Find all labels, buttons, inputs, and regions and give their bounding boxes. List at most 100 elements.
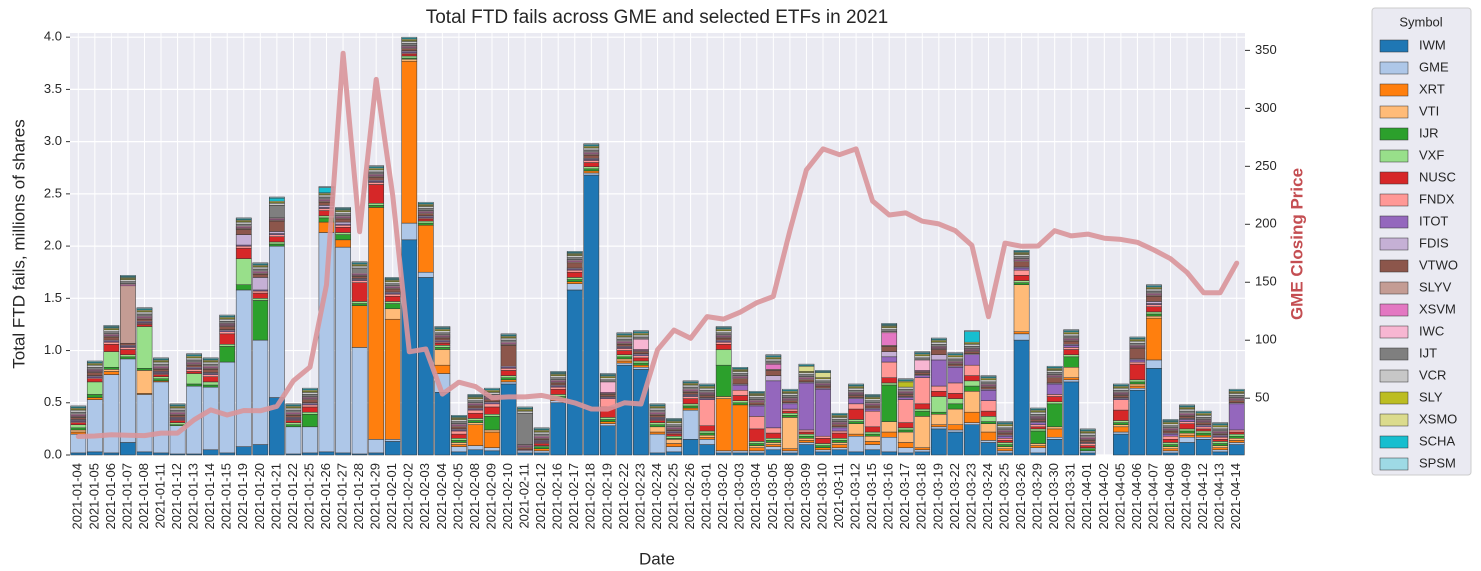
bar-segment [765, 444, 782, 447]
bar-segment [269, 220, 285, 232]
bar-segment [70, 422, 87, 425]
bar-segment [748, 402, 765, 406]
bar-segment [930, 428, 947, 456]
bar-segment [566, 251, 583, 253]
bar-segment [1228, 440, 1245, 443]
bar-segment [782, 410, 798, 414]
bar-segment [484, 416, 500, 431]
bar-segment [1212, 449, 1229, 453]
legend-label: VTWO [1419, 257, 1458, 272]
bar-segment [881, 361, 898, 378]
bar-segment [682, 398, 699, 405]
bar-segment [1228, 438, 1245, 441]
bar-segment [599, 379, 616, 383]
x-tick-label: 2021-01-15 [219, 463, 234, 530]
legend-label: XSVM [1419, 301, 1456, 316]
bar-segment [699, 430, 716, 434]
bar-segment [997, 432, 1013, 436]
bar-segment [699, 395, 716, 398]
bar-segment [732, 395, 749, 401]
bar-segment [1195, 417, 1212, 420]
bar-segment [649, 409, 666, 413]
bar-segment [1228, 395, 1245, 398]
bar-segment [451, 444, 467, 447]
bar-segment [947, 393, 964, 399]
bar-segment [1162, 446, 1179, 449]
bar-segment [566, 281, 583, 284]
x-tick-label: 2021-02-24 [649, 463, 664, 530]
bar-segment [848, 451, 864, 456]
bar-segment [732, 367, 749, 369]
bar-segment [864, 449, 881, 456]
bar-segment [848, 408, 864, 420]
bar-segment [782, 395, 798, 398]
x-tick-label: 2021-03-05 [765, 463, 780, 530]
bar-segment [1162, 419, 1179, 421]
bar-segment [1162, 439, 1179, 443]
bar-segment [335, 227, 351, 233]
bar-segment [864, 405, 881, 409]
bar-segment [633, 336, 649, 340]
bar-segment [401, 222, 418, 241]
bar-segment [1113, 389, 1129, 393]
bar-segment [732, 378, 749, 385]
bar-segment [533, 443, 550, 446]
bar-segment [219, 361, 236, 454]
bar-segment [467, 409, 484, 414]
bar-segment [1013, 267, 1030, 271]
bar-segment [649, 403, 666, 406]
bar-segment [566, 269, 583, 273]
bar-segment [782, 388, 798, 391]
x-tick-label: 2021-02-12 [533, 463, 548, 530]
bar-segment [682, 392, 699, 395]
legend-swatch [1379, 83, 1409, 97]
bar-segment [798, 438, 815, 441]
bar-segment [202, 369, 219, 373]
bar-segment [914, 359, 931, 371]
x-tick-label: 2021-03-18 [914, 463, 929, 530]
bar-segment [120, 356, 136, 360]
bar-segment [1195, 428, 1212, 432]
bar-segment [1162, 435, 1179, 440]
bar-segment [302, 404, 318, 408]
bar-segment [947, 398, 964, 405]
bar-segment [964, 354, 980, 366]
bar-segment [964, 346, 980, 349]
bar-segment [451, 433, 467, 439]
bar-segment [186, 369, 202, 372]
bar-segment [202, 381, 219, 386]
bar-segment [351, 301, 368, 304]
bar-segment [947, 408, 964, 425]
bar-segment [417, 206, 434, 209]
bar-segment [649, 407, 666, 411]
bar-segment [566, 255, 583, 258]
bar-segment [368, 165, 385, 167]
bar-segment [285, 409, 302, 413]
bar-segment [1195, 439, 1212, 456]
x-tick-label: 2021-02-08 [467, 463, 482, 529]
bar-segment [897, 394, 914, 397]
bar-segment [202, 363, 219, 367]
bar-segment [1030, 445, 1046, 448]
legend-swatch [1379, 281, 1409, 295]
bar-segment [1195, 410, 1212, 413]
bar-segment [914, 447, 931, 451]
bar-segment [120, 358, 136, 443]
bar-segment [1179, 436, 1195, 443]
bar-segment [798, 433, 815, 437]
bar-segment [682, 386, 699, 390]
bar-segment [815, 443, 831, 446]
bar-segment [1013, 254, 1030, 257]
bar-segment [914, 357, 931, 361]
bar-segment [914, 416, 931, 448]
bar-segment [649, 415, 666, 418]
bar-segment [848, 398, 864, 405]
bar-segment [335, 234, 351, 241]
bar-segment [914, 351, 931, 353]
bar-segment [1179, 434, 1195, 438]
bar-segment [1030, 424, 1046, 428]
y2-tick-label: 350 [1255, 42, 1277, 57]
bar-segment [401, 53, 418, 57]
bar-segment [748, 450, 765, 454]
bar-segment [798, 435, 815, 439]
